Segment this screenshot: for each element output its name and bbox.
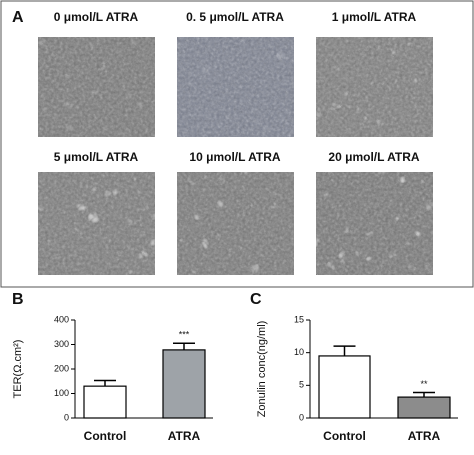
y-axis-label: TER(Ω.cm²) [12,340,24,399]
significance: *** [179,330,190,340]
x-tick-label: Control [84,429,127,443]
y-tick-label: 200 [54,363,69,373]
y-tick-label: 100 [54,388,69,398]
panel-label: C [250,291,262,308]
micrograph-cells [316,172,433,275]
panel-label: A [12,9,24,26]
bar [318,355,371,419]
y-tick-label: 0 [299,412,304,422]
x-tick-label: ATRA [408,429,441,443]
y-tick-label: 400 [54,314,69,324]
y-tick-label: 10 [294,347,304,357]
micrograph-cells [38,172,155,275]
micrograph-cells [38,37,155,137]
x-tick-label: ATRA [168,429,201,443]
image-caption: 10 μmol/L ATRA [189,150,280,164]
panel-frame [0,0,474,288]
x-tick-label: Control [323,429,366,443]
y-axis-label: Zonulin conc(ng/ml) [256,321,268,418]
image-caption: 0. 5 μmol/L ATRA [186,10,284,24]
image-caption: 1 μmol/L ATRA [332,10,417,24]
image-caption: 20 μmol/L ATRA [328,150,419,164]
y-tick-label: 15 [294,314,304,324]
bar [83,385,127,419]
micrograph-cells [316,37,433,137]
image-caption: 5 μmol/L ATRA [54,150,139,164]
image-caption: 0 μmol/L ATRA [54,10,139,24]
y-tick-label: 5 [299,380,304,390]
y-tick-label: 0 [64,412,69,422]
micrograph-cells [177,37,294,137]
y-tick-label: 300 [54,339,69,349]
bar [162,349,206,419]
panel-label: B [12,291,24,308]
bar [397,396,451,419]
micrograph-cells [177,172,294,275]
significance: ** [420,379,428,389]
